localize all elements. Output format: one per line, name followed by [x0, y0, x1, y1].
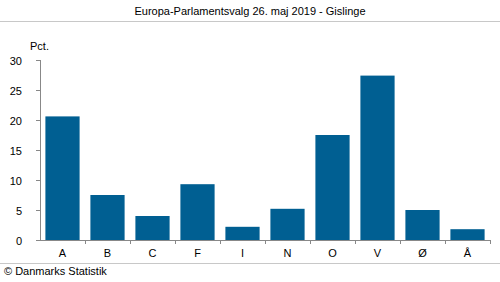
frame-line: [0, 21, 500, 22]
x-tick-label: O: [328, 247, 337, 259]
x-tick-label: A: [59, 247, 67, 259]
bar: [225, 227, 259, 240]
y-tick-label: 20: [10, 115, 22, 127]
bar: [270, 209, 304, 240]
x-tick: [490, 240, 491, 244]
y-axis-line: [40, 60, 41, 240]
y-tick-label: 0: [16, 235, 22, 247]
y-tick: [36, 150, 40, 151]
source-note: © Danmarks Statistik: [4, 265, 107, 277]
y-tick-label: 15: [10, 145, 22, 157]
bar: [360, 76, 394, 240]
y-tick: [36, 240, 40, 241]
y-tick: [36, 210, 40, 211]
x-tick-label: Ø: [418, 247, 427, 259]
bar: [45, 116, 79, 240]
x-tick-label: V: [374, 247, 382, 259]
x-tick-label: B: [104, 247, 111, 259]
x-axis-line: [40, 240, 490, 241]
bar: [135, 216, 169, 240]
x-tick-label: C: [149, 247, 157, 259]
bar: [450, 229, 484, 240]
x-tick-label: I: [241, 247, 244, 259]
y-tick-label: 5: [16, 205, 22, 217]
bars: [45, 76, 484, 240]
chart-title: Europa-Parlamentsvalg 26. maj 2019 - Gis…: [134, 5, 365, 17]
bar: [405, 210, 439, 240]
frame-line: [0, 263, 500, 264]
x-tick-label: N: [284, 247, 292, 259]
y-tick-label: 10: [10, 175, 22, 187]
y-tick: [36, 60, 40, 61]
y-axis-label: Pct.: [30, 40, 49, 52]
y-tick: [36, 90, 40, 91]
bar: [180, 184, 214, 240]
y-tick: [36, 180, 40, 181]
x-tick-label: F: [194, 247, 201, 259]
chart-svg: Europa-Parlamentsvalg 26. maj 2019 - Gis…: [0, 0, 500, 282]
bar: [315, 135, 349, 240]
y-tick-label: 25: [10, 85, 22, 97]
bar: [90, 195, 124, 240]
y-tick: [36, 120, 40, 121]
chart-container: Europa-Parlamentsvalg 26. maj 2019 - Gis…: [0, 0, 500, 282]
x-tick-label: Å: [464, 247, 472, 259]
y-tick-label: 30: [10, 55, 22, 67]
